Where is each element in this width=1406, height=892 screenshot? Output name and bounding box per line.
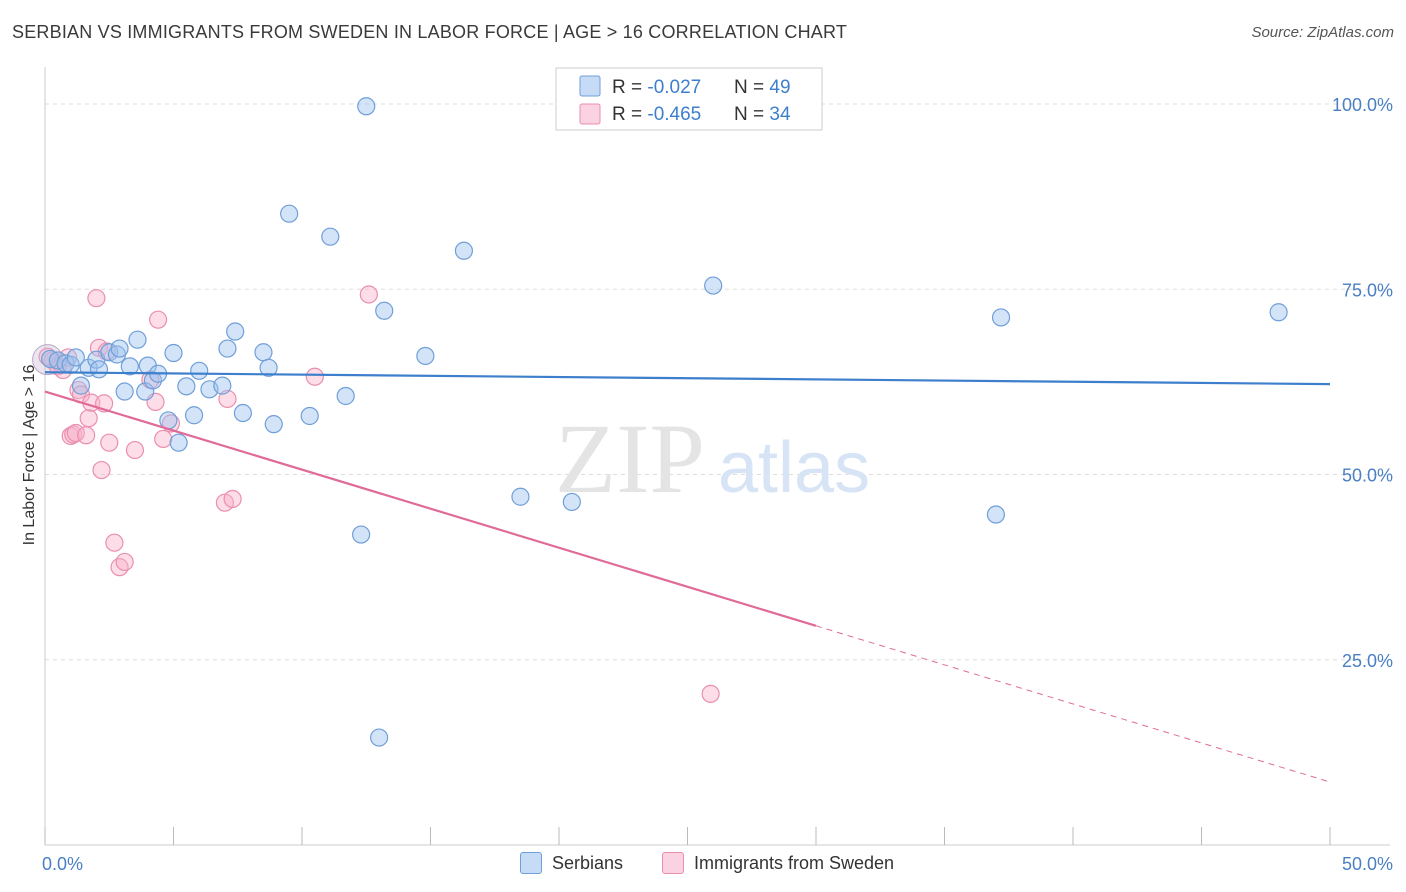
point-serbians-35 — [321, 227, 340, 246]
stats-n-value-serbians: 49 — [769, 77, 790, 98]
watermark-zip: ZIP — [555, 403, 705, 514]
point-serbians-5 — [71, 376, 91, 395]
x-tick-label-0: 0.0% — [42, 854, 83, 874]
point-serbians-23 — [184, 406, 204, 425]
legend-item-serbians[interactable]: Serbians — [520, 852, 623, 874]
point-serbians-26 — [213, 376, 232, 395]
point-sweden-9 — [77, 426, 96, 445]
y-tick-label-50: 50.0% — [1342, 466, 1393, 486]
trend-lines — [44, 371, 1331, 783]
point-serbians-36 — [336, 386, 355, 406]
point-serbians-38 — [357, 97, 376, 116]
axes — [44, 67, 1390, 846]
chart-source: Source: ZipAtlas.com — [1251, 24, 1394, 41]
stats-r-value-sweden: -0.465 — [647, 104, 701, 125]
point-serbians-13 — [120, 357, 139, 376]
point-sweden-12 — [87, 289, 106, 308]
point-sweden-32 — [701, 684, 720, 703]
point-serbians-37 — [352, 525, 371, 544]
stats-r-value-serbians: -0.027 — [647, 77, 701, 98]
watermark: ZIP atlas — [555, 403, 870, 514]
trend-line-sweden-extension — [815, 625, 1331, 783]
point-sweden-17 — [100, 433, 119, 452]
watermark-atlas: atlas — [718, 428, 870, 508]
point-serbians-44 — [562, 492, 581, 512]
point-sweden-18 — [105, 533, 124, 552]
point-serbians-39 — [370, 728, 389, 747]
point-sweden-21 — [125, 440, 145, 460]
point-serbians-28 — [226, 322, 245, 341]
point-sweden-10 — [79, 409, 98, 428]
svg-text:R = -0.465: R = -0.465 — [612, 104, 701, 125]
y-tick-label-25: 25.0% — [1342, 651, 1393, 671]
chart-title: SERBIAN VS IMMIGRANTS FROM SWEDEN IN LAB… — [12, 22, 848, 42]
series-serbians — [41, 97, 1288, 747]
legend-label-sweden: Immigrants from Sweden — [694, 852, 895, 873]
legend-label-serbians: Serbians — [552, 852, 624, 873]
y-axis-label: In Labor Force | Age > 16 — [21, 364, 38, 546]
point-serbians-8 — [89, 360, 109, 379]
point-serbians-46 — [986, 505, 1006, 524]
stats-legend: R = -0.027 N = 49 R = -0.465 N = 34 — [555, 67, 823, 131]
point-serbians-27 — [218, 339, 237, 358]
svg-text:R = -0.027: R = -0.027 — [612, 77, 701, 98]
stats-n-label-sweden: N = — [734, 104, 769, 125]
stats-swatch-serbians — [579, 75, 601, 97]
point-serbians-34 — [300, 406, 319, 426]
grid-lines — [45, 103, 1390, 661]
point-serbians-48 — [1269, 303, 1288, 322]
point-sweden-29 — [223, 489, 242, 509]
point-serbians-45 — [704, 276, 723, 295]
point-serbians-30 — [254, 343, 273, 362]
bottom-legend: Serbians Immigrants from Sweden — [0, 852, 1406, 878]
axis-ticks: 25.0% 50.0% 75.0% 100.0% 0.0% 50.0% — [42, 95, 1393, 874]
point-serbians-47 — [991, 308, 1011, 327]
stats-n-label-serbians: N = — [734, 77, 769, 98]
y-tick-label-75: 75.0% — [1342, 280, 1393, 300]
point-serbians-40 — [375, 301, 394, 320]
point-serbians-4 — [66, 348, 85, 367]
svg-text:N = 49: N = 49 — [734, 77, 791, 98]
y-tick-label-100: 100.0% — [1332, 95, 1393, 115]
point-serbians-31 — [259, 358, 278, 377]
point-serbians-22 — [177, 377, 196, 396]
point-serbians-32 — [264, 415, 283, 434]
point-sweden-25 — [154, 429, 173, 449]
stats-n-value-sweden: 34 — [769, 104, 791, 125]
legend-swatch-sweden — [662, 852, 684, 874]
point-sweden-14 — [92, 460, 111, 480]
legend-swatch-serbians — [520, 852, 542, 874]
stats-r-label-serbians: R = — [612, 77, 647, 98]
point-serbians-14 — [128, 330, 147, 349]
legend-item-sweden[interactable]: Immigrants from Sweden — [662, 852, 894, 874]
point-sweden-31 — [359, 285, 378, 304]
point-sweden-33 — [38, 347, 57, 366]
point-serbians-11 — [110, 339, 129, 358]
point-serbians-12 — [115, 382, 134, 401]
stats-swatch-sweden — [579, 103, 601, 125]
point-sweden-30 — [305, 367, 324, 386]
point-serbians-42 — [454, 241, 474, 260]
point-sweden-19 — [110, 558, 129, 577]
point-serbians-41 — [416, 346, 435, 366]
point-serbians-29 — [233, 403, 252, 423]
svg-text:N = 34: N = 34 — [734, 104, 791, 125]
point-serbians-43 — [511, 487, 530, 506]
stats-r-label-sweden: R = — [612, 104, 647, 125]
point-serbians-20 — [164, 343, 183, 363]
point-serbians-24 — [190, 361, 209, 380]
trend-line-sweden — [44, 390, 817, 627]
point-serbians-21 — [169, 433, 188, 452]
point-serbians-33 — [280, 204, 299, 223]
point-sweden-24 — [148, 310, 168, 329]
trend-line-serbians — [44, 371, 1331, 386]
point-sweden-20 — [115, 552, 134, 572]
point-sweden-28 — [218, 389, 237, 409]
x-tick-label-50: 50.0% — [1342, 854, 1393, 874]
